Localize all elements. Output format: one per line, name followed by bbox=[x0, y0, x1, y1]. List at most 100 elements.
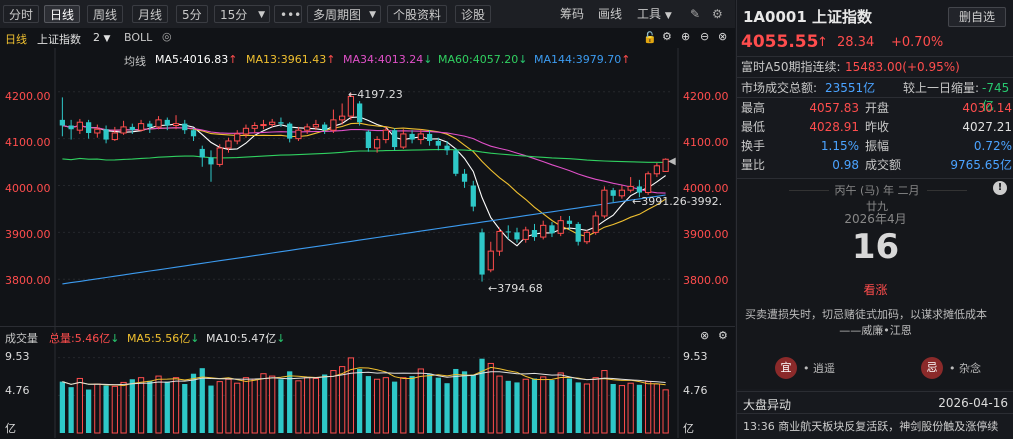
lock-icon[interactable]: 🔓 bbox=[643, 31, 657, 44]
tab-5min[interactable]: 5分 bbox=[176, 5, 208, 23]
divider bbox=[737, 56, 1013, 57]
candle-body bbox=[592, 215, 599, 233]
volume-bar bbox=[592, 377, 599, 434]
calendar-line-left bbox=[789, 190, 829, 191]
pin-icon[interactable]: ✎ bbox=[690, 7, 701, 21]
volume-bar bbox=[147, 380, 153, 433]
price-axis-left-4: 3800.00 bbox=[5, 274, 51, 287]
volume-bar bbox=[172, 377, 180, 434]
candle-body bbox=[357, 103, 363, 123]
news-date: 2026-04-16 bbox=[938, 396, 1008, 410]
arrow-down-icon: ↓ bbox=[110, 332, 120, 345]
stat-value: 0.72% bbox=[973, 139, 1012, 153]
zoom-out-icon[interactable]: ⊖ bbox=[700, 30, 710, 43]
gear-icon[interactable]: ⚙ bbox=[712, 7, 723, 21]
volume-bar bbox=[575, 382, 581, 433]
candle-body bbox=[85, 122, 92, 133]
candle-body bbox=[444, 145, 450, 151]
volume-bar bbox=[260, 373, 267, 434]
volume-bar bbox=[435, 377, 441, 433]
zoom-in-icon[interactable]: ⊕ bbox=[681, 30, 691, 43]
candle-body bbox=[111, 132, 118, 141]
multi-period-button[interactable]: 多周期图 ▼ bbox=[307, 5, 381, 23]
kline-svg[interactable] bbox=[0, 28, 735, 439]
ma34-text: MA34:4013.24 bbox=[343, 53, 424, 66]
volume-bar bbox=[199, 368, 205, 433]
multi-period-label: 多周期图 bbox=[313, 8, 362, 22]
candle-body bbox=[461, 173, 468, 182]
volume-axis-right-1: 4.76 bbox=[683, 384, 708, 397]
volume-bar bbox=[357, 368, 363, 433]
lunar-date: 丙午 (马) 年 二月廿九 bbox=[834, 184, 920, 213]
volume-bar bbox=[182, 383, 188, 433]
volume-close-icon[interactable]: ⊗ bbox=[700, 329, 710, 342]
volume-bar bbox=[557, 372, 564, 434]
stock-info-button[interactable]: 个股资料 bbox=[387, 5, 448, 23]
tab-weekly[interactable]: 周线 bbox=[87, 5, 124, 23]
volume-bar bbox=[531, 378, 538, 433]
candle-body bbox=[400, 133, 407, 148]
volume-ma5: MA5:5.56亿↓ bbox=[127, 330, 199, 346]
diagnose-button[interactable]: 诊股 bbox=[455, 5, 492, 23]
arrow-down-icon: ↓ bbox=[423, 53, 433, 66]
price-axis-right-1: 4100.00 bbox=[683, 136, 729, 149]
a50-value: 15483.00(+0.95%) bbox=[845, 60, 960, 74]
candle-body bbox=[199, 148, 205, 158]
news-item[interactable]: 13:36 商业航天板块反复活跃，神剑股份触及涨停续 bbox=[743, 420, 999, 433]
stat-label: 最低 bbox=[741, 120, 766, 134]
stat-value: 4057.83 bbox=[809, 101, 859, 115]
kline-chart-area[interactable]: 日线 上证指数 2 ▼ BOLL ◎ 🔓 ⚙ ⊕ ⊖ ⊗ 均线 MA5:4016… bbox=[0, 28, 735, 439]
ma-legend-label: 均线 bbox=[124, 55, 146, 68]
low-annotation: ←3794.68 bbox=[488, 282, 543, 295]
divider bbox=[737, 391, 1013, 392]
chart-count[interactable]: 2 ▼ bbox=[93, 31, 110, 44]
draw-line-button[interactable]: 画线 bbox=[598, 7, 623, 21]
volume-bar bbox=[391, 381, 398, 433]
gann-author: ——威廉•江恩 bbox=[839, 324, 912, 337]
divider bbox=[737, 97, 1013, 98]
info-icon[interactable]: ! bbox=[993, 181, 1007, 195]
tab-monthly[interactable]: 月线 bbox=[132, 5, 169, 23]
candle-body bbox=[269, 121, 276, 126]
volume-axis-left-2: 亿 bbox=[5, 422, 16, 435]
more-periods-button[interactable]: ••• bbox=[274, 5, 302, 23]
volume-bar bbox=[636, 384, 643, 433]
chips-button[interactable]: 筹码 bbox=[560, 7, 585, 21]
candle-body bbox=[540, 224, 547, 238]
current-price-marker-icon: ◀ bbox=[668, 156, 676, 167]
volume-total-text: 总量:5.46亿 bbox=[49, 332, 111, 345]
price-arrow-icon: ↑ bbox=[817, 35, 828, 50]
tab-daily[interactable]: 日线 bbox=[44, 5, 81, 23]
volume-bar bbox=[618, 385, 626, 434]
arrow-down-icon: ↓ bbox=[190, 332, 200, 345]
tab-15min[interactable]: 15分 ▼ bbox=[214, 5, 270, 23]
ma13-value: MA13:3961.43↑ bbox=[246, 53, 335, 66]
tab-intraday[interactable]: 分时 bbox=[3, 5, 40, 23]
ma34-line bbox=[62, 124, 666, 194]
candle-body bbox=[373, 139, 381, 149]
volume-bar bbox=[347, 357, 355, 434]
candle-body bbox=[645, 173, 652, 194]
yi-text: • 逍遥 bbox=[803, 362, 835, 375]
volume-bar bbox=[242, 377, 250, 434]
indicator-label[interactable]: BOLL bbox=[124, 31, 153, 44]
candle-body bbox=[147, 123, 153, 127]
volume-divider bbox=[0, 326, 735, 327]
ma144-value: MA144:3979.70↑ bbox=[534, 53, 630, 66]
candle-body bbox=[295, 129, 302, 140]
candle-body bbox=[435, 140, 441, 146]
arrow-down-icon: ↓ bbox=[276, 332, 286, 345]
remove-watchlist-button[interactable]: 删自选 bbox=[947, 7, 1006, 27]
stat-value: 9765.65亿 bbox=[950, 158, 1012, 172]
settings-icon[interactable]: ⚙ bbox=[662, 30, 672, 43]
candle-body bbox=[164, 119, 170, 126]
close-icon[interactable]: ⊗ bbox=[718, 30, 728, 43]
calendar-prediction: 看涨 bbox=[863, 283, 888, 297]
ma144-text: MA144:3979.70 bbox=[534, 53, 622, 66]
ma60-line bbox=[62, 148, 666, 163]
eye-off-icon[interactable]: ◎ bbox=[162, 30, 172, 43]
volume-settings-icon[interactable]: ⚙ bbox=[718, 329, 728, 342]
candle-body bbox=[322, 124, 328, 131]
tools-button[interactable]: 工具 ▼ bbox=[637, 5, 672, 23]
volume-bar bbox=[322, 374, 328, 433]
